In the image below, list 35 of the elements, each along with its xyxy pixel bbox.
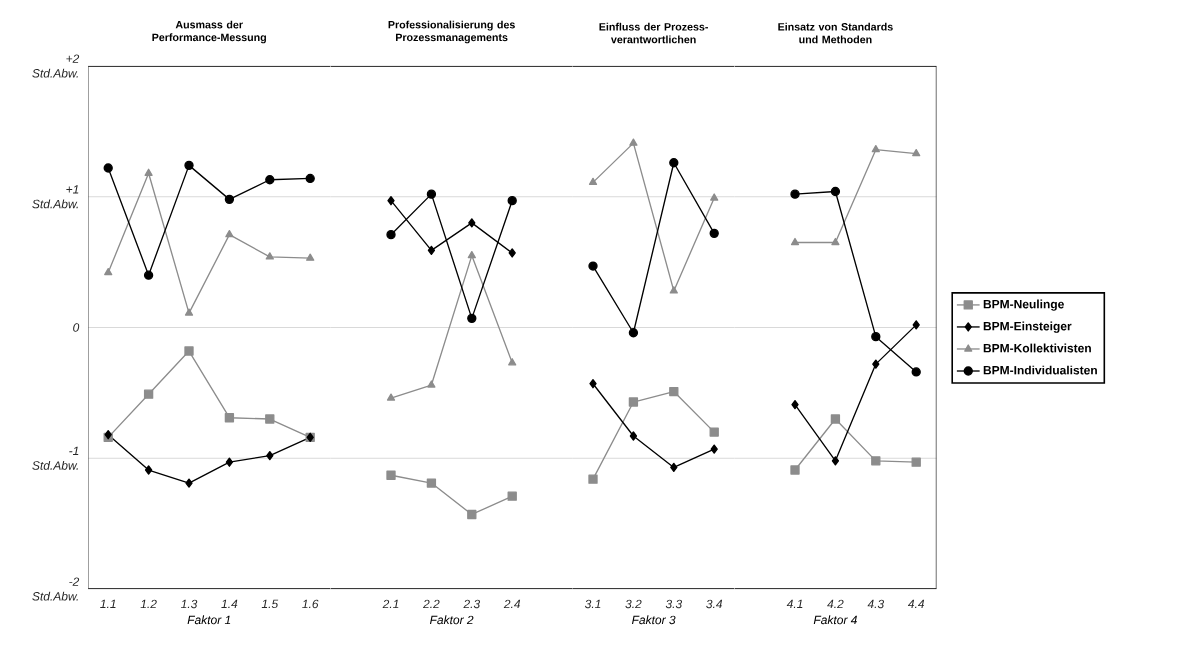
- x-tick-label: 1.6: [302, 599, 319, 609]
- legend-label: BPM-Individualisten: [983, 365, 1097, 375]
- y-tick-label: -2 Std.Abw.: [32, 577, 80, 601]
- x-axis-title: Faktor 1: [187, 615, 231, 625]
- x-tick-label: 4.4: [907, 599, 925, 608]
- y-tick-label: +1 Std.Abw.: [32, 185, 79, 209]
- x-tick-label: 2.4: [503, 599, 521, 609]
- x-tick-label: 2.2: [423, 599, 440, 609]
- y-tick-label: 0: [73, 323, 80, 332]
- legend-label: BPM-Einsteiger: [983, 321, 1072, 333]
- x-axis-title: Faktor 3: [631, 615, 676, 625]
- x-tick-label: 1.3: [180, 599, 198, 609]
- y-tick-label: -1 Std.Abw.: [32, 446, 79, 470]
- x-tick-label: 4.2: [827, 599, 844, 609]
- x-tick-label: 1.2: [140, 599, 157, 609]
- x-axis-title: Faktor 2: [429, 615, 474, 625]
- x-tick-label: 3.3: [665, 599, 683, 609]
- chart-title: Professionalisierung des Prozessmanagements: [388, 20, 515, 44]
- x-tick-label: 1.4: [221, 599, 238, 608]
- x-tick-label: 4.3: [867, 599, 885, 609]
- chart-title: Einfluss der Prozess-verantwortlichen: [599, 22, 708, 44]
- legend-label: BPM-Neulinge: [983, 299, 1064, 311]
- y-tick-label: +2 Std.Abw.: [32, 54, 80, 78]
- x-tick-label: 2.1: [382, 599, 399, 609]
- x-axis-title: Faktor 4: [813, 615, 857, 625]
- x-tick-label: 3.4: [706, 599, 723, 609]
- legend-label: BPM-Kollektivisten: [983, 343, 1091, 353]
- x-tick-label: 1.1: [100, 599, 116, 608]
- x-tick-label: 1.5: [261, 599, 279, 609]
- chart-title: Ausmass der Performance-Messung: [152, 20, 266, 44]
- x-tick-label: 3.2: [625, 599, 642, 609]
- x-tick-label: 3.1: [584, 599, 601, 609]
- x-tick-label: 4.1: [786, 599, 803, 608]
- chart-title: Einsatz von Standards und Methoden: [778, 22, 893, 44]
- x-tick-label: 2.3: [463, 599, 481, 609]
